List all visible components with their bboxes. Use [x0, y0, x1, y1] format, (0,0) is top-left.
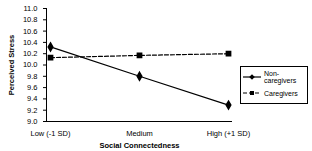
- svg-text:9.8: 9.8: [27, 72, 37, 81]
- svg-text:10.6: 10.6: [23, 27, 38, 36]
- svg-text:11.0: 11.0: [23, 4, 37, 13]
- svg-text:10.4: 10.4: [23, 38, 38, 47]
- svg-text:9.2: 9.2: [27, 106, 37, 115]
- svg-text:Low (-1 SD): Low (-1 SD): [30, 129, 71, 138]
- svg-text:Social Connectedness: Social Connectedness: [99, 141, 179, 150]
- html-text:Non-caregivers: Non-caregivers: [264, 70, 297, 84]
- svg-text:High (+1 SD): High (+1 SD): [207, 129, 251, 138]
- svg-text:9.4: 9.4: [27, 94, 37, 103]
- svg-text:Medium: Medium: [126, 129, 153, 138]
- svg-text:9.6: 9.6: [27, 83, 37, 92]
- html-text:Caregivers: Caregivers: [264, 89, 298, 97]
- svg-text:10.0: 10.0: [23, 60, 38, 69]
- svg-text:9.0: 9.0: [27, 117, 37, 126]
- svg-text:Perceived Stress: Perceived Stress: [7, 35, 16, 95]
- svg-text:10.2: 10.2: [23, 49, 38, 58]
- svg-text:10.8: 10.8: [23, 15, 38, 24]
